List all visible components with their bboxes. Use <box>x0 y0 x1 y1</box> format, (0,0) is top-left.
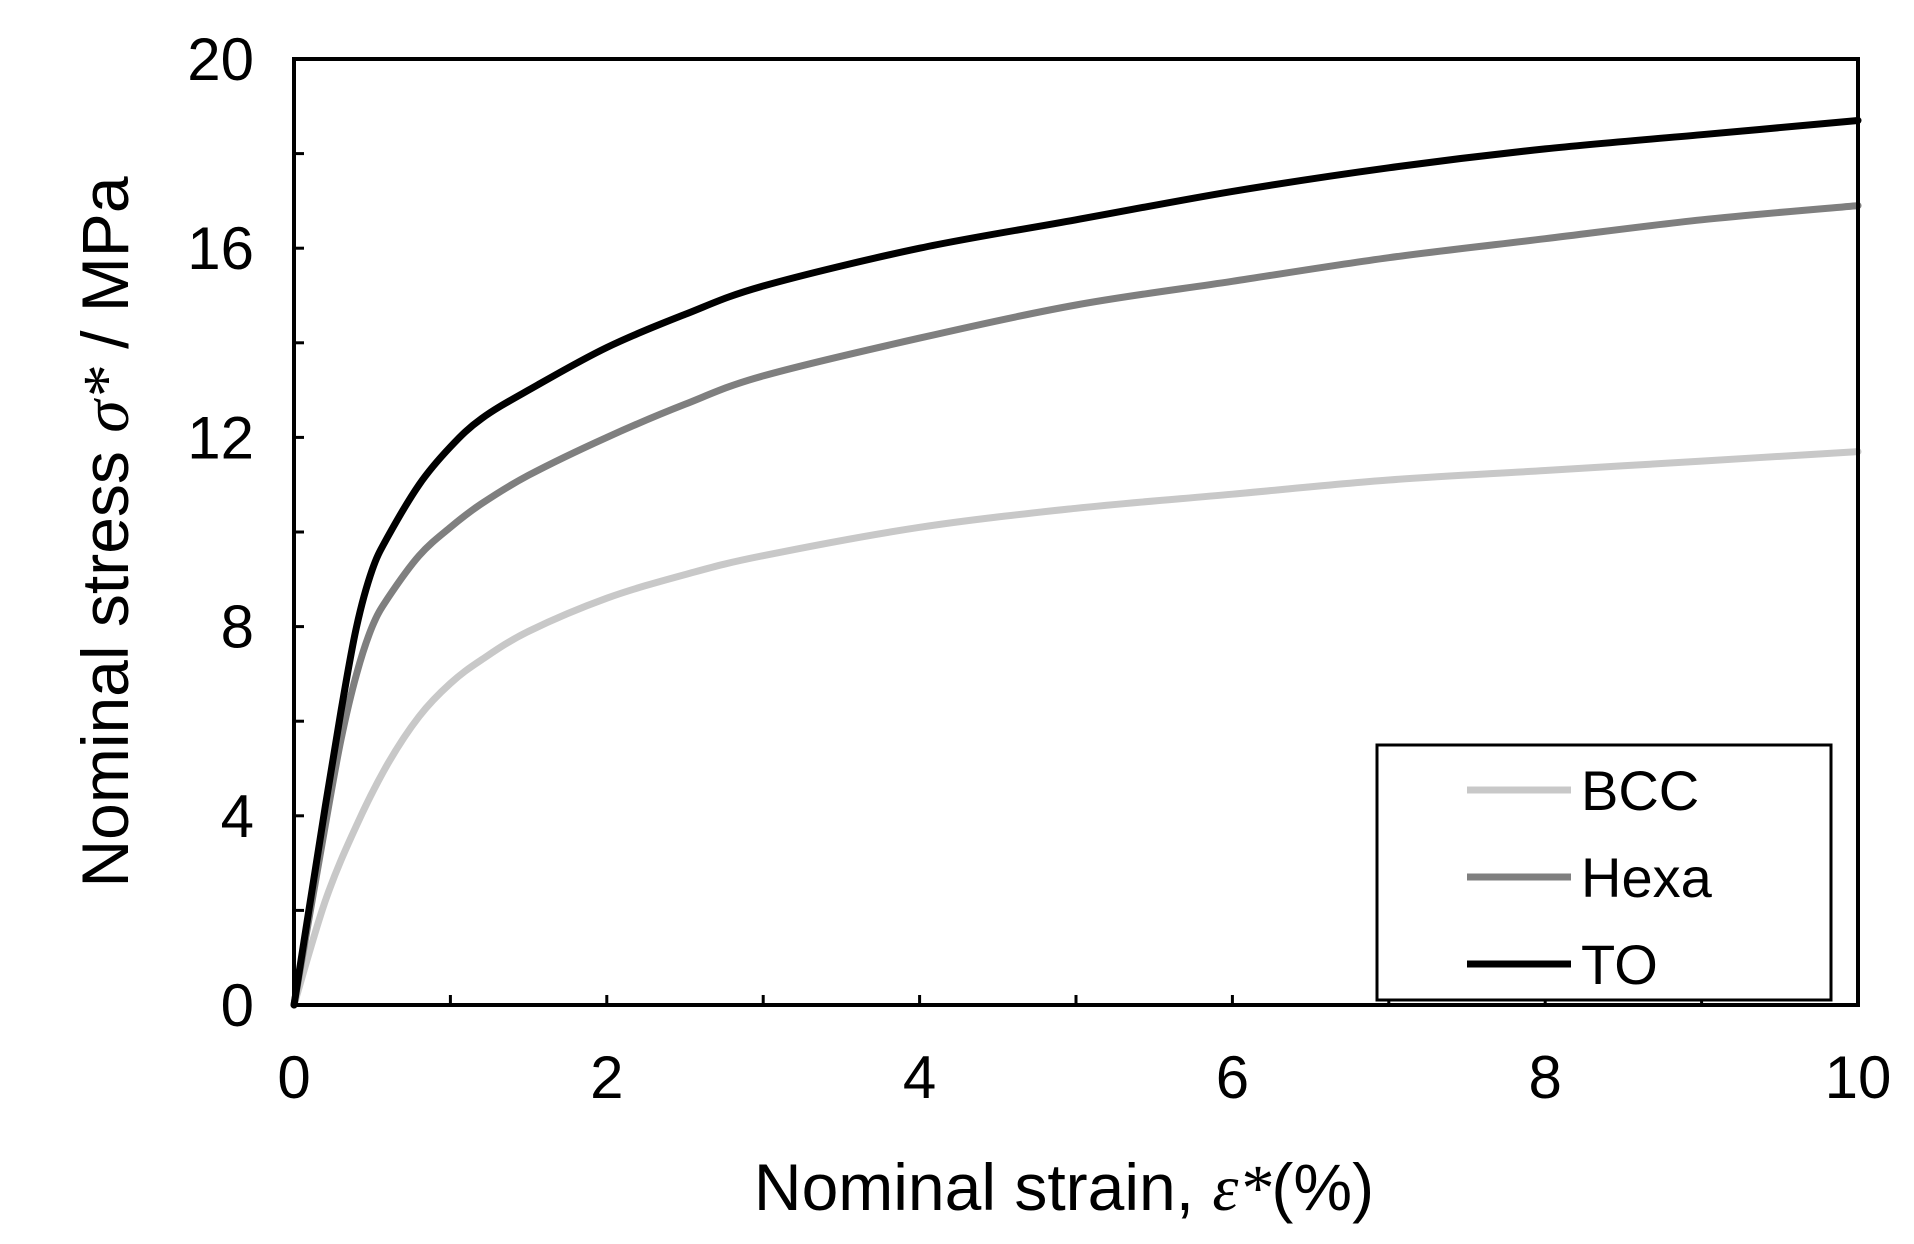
legend-item-to: TO <box>1467 933 1658 996</box>
series-line-hexa <box>290 202 1862 1009</box>
legend-items: BCC Hexa TO <box>1467 759 1713 996</box>
x-axis-title: Nominal strain, ε*(%) <box>754 1150 1374 1225</box>
y-axis-title-suffix: / MPa <box>68 176 142 367</box>
x-tick-label: 8 <box>1529 1044 1562 1111</box>
legend-label: BCC <box>1581 759 1699 822</box>
legend-label: TO <box>1581 933 1658 996</box>
legend-item-bcc: BCC <box>1467 759 1699 822</box>
y-tick-label: 12 <box>187 404 254 471</box>
series-line-bcc <box>290 448 1862 1009</box>
x-axis-title-symbol: ε* <box>1212 1152 1271 1225</box>
y-axis-title-prefix: Nominal stress <box>68 433 142 888</box>
x-axis-title-prefix: Nominal strain, <box>754 1150 1213 1224</box>
y-tick-label: 8 <box>221 594 254 661</box>
y-tick-label: 0 <box>221 972 254 1039</box>
y-axis-title: Nominal stress σ* / MPa <box>68 176 143 887</box>
y-tick-label: 16 <box>187 215 254 282</box>
x-tick-label: 4 <box>903 1044 936 1111</box>
y-axis-title-symbol: σ* <box>70 367 143 433</box>
legend-box <box>1375 743 1833 1002</box>
x-axis-title-suffix: (%) <box>1271 1150 1374 1224</box>
x-tick-labels: 0 2 4 6 8 10 <box>277 1044 1891 1111</box>
y-tick-label: 4 <box>221 783 254 850</box>
legend: BCC Hexa TO <box>1375 743 1833 1002</box>
x-tick-label: 6 <box>1216 1044 1249 1111</box>
legend-item-hexa: Hexa <box>1467 846 1713 909</box>
x-tick-label: 10 <box>1825 1044 1892 1111</box>
x-tick-label: 0 <box>277 1044 310 1111</box>
series-line-to <box>290 117 1862 1009</box>
y-tick-label: 20 <box>187 26 254 93</box>
x-tick-label: 2 <box>590 1044 623 1111</box>
plot-area-frame <box>292 57 1860 1007</box>
legend-label: Hexa <box>1581 846 1713 909</box>
series-group <box>290 117 1862 1009</box>
y-tick-labels: 0 4 8 12 16 20 <box>187 26 254 1039</box>
